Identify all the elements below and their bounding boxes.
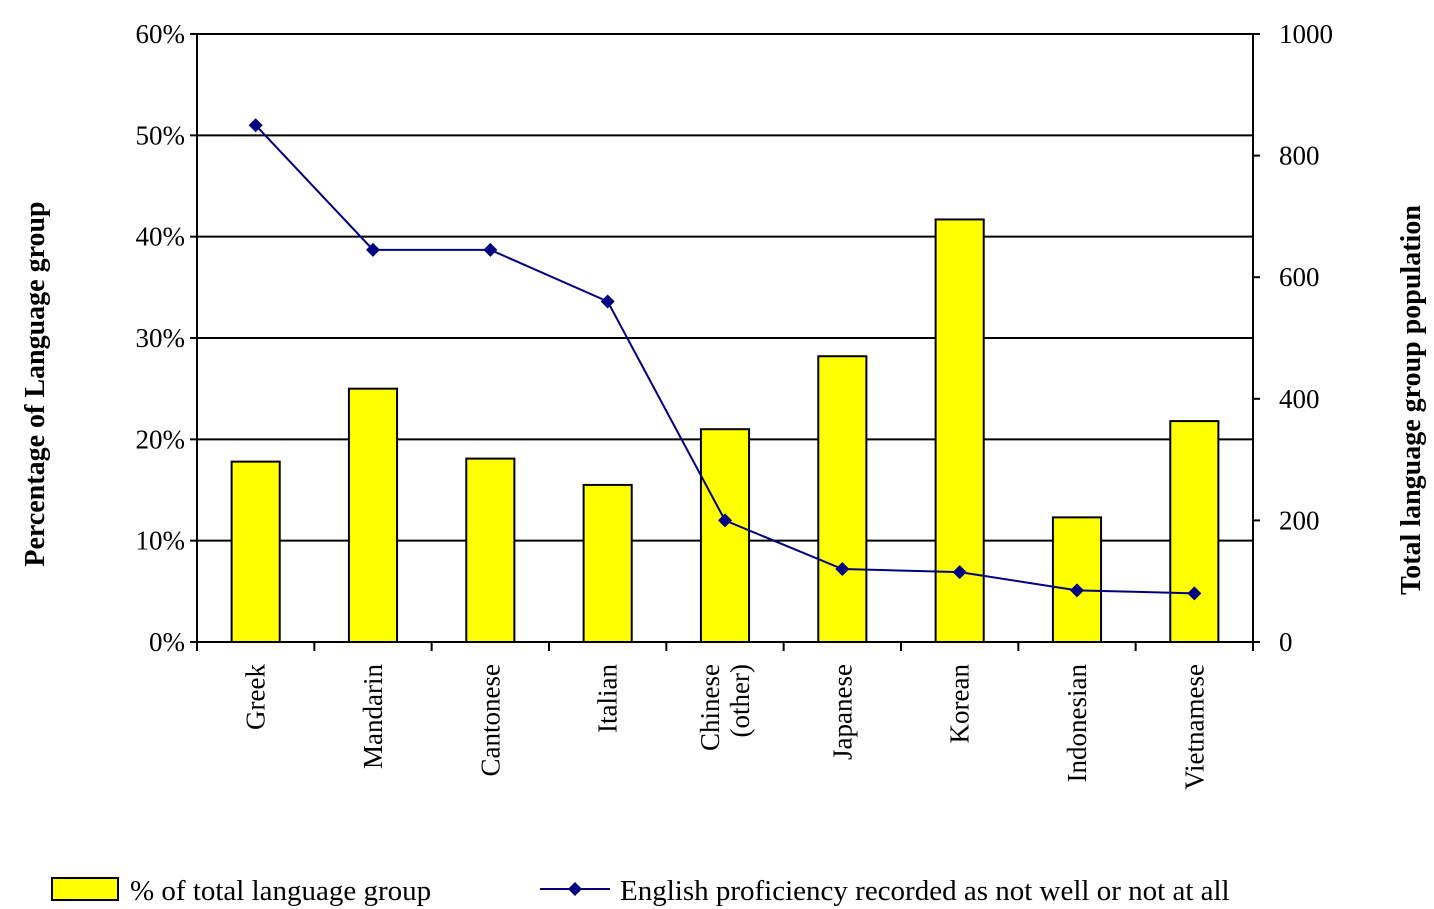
x-tick-label: Chinese(other) — [695, 664, 755, 751]
y-tick-label: 20% — [136, 424, 186, 454]
y-tick-label: 40% — [136, 222, 186, 252]
y2-tick-label: 0 — [1279, 627, 1293, 657]
bar — [1169, 420, 1220, 643]
bar — [582, 483, 633, 643]
y-tick-label: 10% — [136, 526, 186, 556]
legend-bar-label: % of total language group — [130, 875, 431, 907]
y-tick-label: 60% — [136, 19, 186, 49]
legend-bar-swatch — [51, 877, 119, 901]
x-tick-label: Vietnamese — [1179, 664, 1209, 790]
line-point — [1070, 583, 1084, 598]
bar — [1051, 516, 1103, 643]
line-point — [952, 565, 967, 580]
y2-tick-label: 1000 — [1279, 19, 1333, 49]
line-series — [248, 118, 1202, 601]
line-point — [835, 562, 850, 577]
x-tick-label: Indonesian — [1062, 664, 1092, 783]
line-point — [600, 294, 615, 309]
x-tick-label: Cantonese — [475, 664, 505, 776]
line-point — [1187, 586, 1202, 601]
bar — [817, 355, 868, 643]
line-point — [483, 242, 498, 257]
y-tick-label: 0% — [149, 627, 185, 657]
y2-tick-label: 400 — [1279, 384, 1320, 414]
y-tick-label: 30% — [136, 323, 186, 353]
axes — [190, 33, 1260, 651]
x-tick-label: Korean — [945, 664, 975, 744]
y-axis-title: Percentage of Language group — [20, 201, 51, 566]
bar — [230, 460, 281, 644]
y2-axis-title: Total language group population — [1396, 205, 1427, 595]
y-tick-label: 50% — [136, 120, 186, 150]
x-tick-label: Greek — [241, 664, 271, 730]
legend-line-label: English proficiency recorded as not well… — [620, 875, 1230, 907]
legend-line-marker — [568, 882, 582, 896]
tick-labels: 0% 10% 20% 30% 40% 50% 60% 0 200 400 600 800 1000 Gre… — [136, 19, 1334, 790]
line-point — [366, 242, 380, 257]
x-tick-label: Japanese — [827, 664, 857, 760]
x-tick-label: Italian — [593, 664, 623, 733]
y2-tick-label: 200 — [1279, 505, 1320, 535]
bar-series — [230, 218, 1220, 644]
bar — [699, 428, 751, 644]
x-tick-label: Mandarin — [358, 664, 388, 769]
y2-tick-label: 600 — [1279, 262, 1320, 292]
bar — [465, 457, 516, 643]
legend: % of total language group English profic… — [51, 875, 1230, 907]
bar — [347, 387, 399, 643]
line-point — [248, 118, 263, 133]
y2-tick-label: 800 — [1279, 141, 1320, 171]
line-point — [718, 513, 732, 528]
